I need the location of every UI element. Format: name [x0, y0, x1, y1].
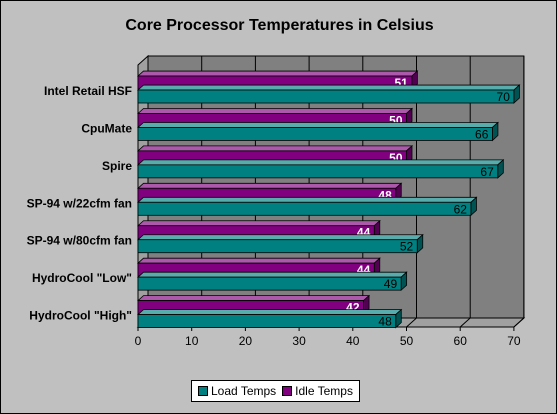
legend-item-load: Load Temps	[198, 384, 276, 398]
legend: Load Temps Idle Temps	[191, 380, 360, 402]
bar-load-2	[137, 164, 499, 179]
x-tick-label: 0	[135, 334, 142, 348]
bar-load-6	[137, 314, 397, 328]
bar-load-1-top	[136, 122, 499, 128]
bar-idle-0-top	[136, 70, 419, 77]
x-tick-label: 40	[346, 334, 360, 348]
category-label: HydroCool "High"	[29, 309, 132, 323]
bar-load-3-top	[136, 196, 478, 203]
bar-idle-3-top	[136, 182, 403, 189]
gridline-floor-50	[406, 317, 417, 328]
bar-load-4-top	[136, 234, 424, 241]
bar-load-4	[137, 239, 418, 254]
bar-load-0-data-label: 70	[497, 90, 511, 104]
bar-load-5	[137, 276, 402, 291]
bar-load-3	[137, 201, 472, 216]
x-tick-label: 10	[185, 334, 199, 348]
bar-load-6-top	[136, 309, 403, 315]
legend-item-idle: Idle Temps	[282, 384, 353, 398]
category-label: Spire	[102, 159, 132, 173]
x-tick-label: 30	[292, 334, 306, 348]
bar-load-2-data-label: 67	[480, 165, 494, 179]
bar-load-0-top	[136, 84, 521, 91]
bar-load-0	[137, 89, 515, 104]
category-label: SP-94 w/22cfm fan	[27, 196, 132, 210]
gridline-floor-60	[459, 317, 471, 328]
bar-load-1-data-label: 66	[475, 127, 489, 141]
bar-load-4-data-label: 52	[400, 240, 414, 254]
legend-swatch-load	[198, 386, 208, 396]
category-label: HydroCool "Low"	[32, 271, 132, 285]
category-label: SP-94 w/80cfm fan	[27, 234, 132, 248]
bar-load-1	[137, 127, 493, 141]
bar-idle-5-top	[136, 257, 381, 264]
bar-load-2-top	[136, 159, 505, 166]
bar-idle-1-top	[136, 108, 414, 114]
bar-load-3-data-label: 62	[454, 202, 468, 216]
bar-load-5-data-label: 49	[384, 277, 398, 291]
gridline-floor-70	[513, 317, 525, 328]
bar-idle-6-top	[136, 295, 371, 301]
category-label: CpuMate	[81, 121, 132, 135]
x-tick-label: 50	[400, 334, 414, 348]
x-tick-label: 20	[239, 334, 253, 348]
bar-load-5-top	[136, 271, 408, 278]
legend-label-idle: Idle Temps	[295, 384, 353, 398]
chart-title: Core Processor Temperatures in Celsius	[125, 17, 434, 34]
category-label: Intel Retail HSF	[44, 84, 132, 98]
bar-idle-4-top	[136, 220, 381, 227]
legend-swatch-idle	[282, 386, 293, 396]
x-tick-label: 60	[454, 334, 468, 348]
x-tick-label: 70	[507, 334, 521, 348]
bar-idle-2-top	[136, 145, 414, 152]
bar-load-6-data-label: 48	[378, 315, 392, 329]
legend-label-load: Load Temps	[211, 384, 277, 398]
